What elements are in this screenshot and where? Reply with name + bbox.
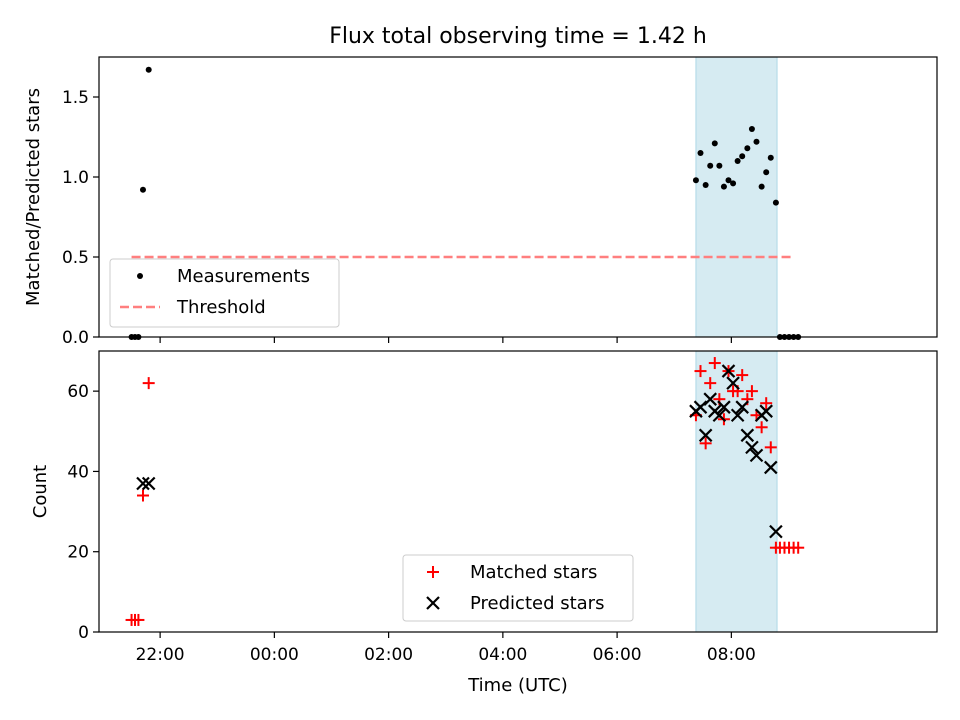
matched-stars-point — [760, 397, 773, 410]
count-marks — [125, 357, 805, 626]
y-tick-label: 0.5 — [62, 248, 89, 268]
y-tick-label: 60 — [67, 382, 89, 402]
predicted-stars-point — [759, 404, 773, 418]
legend-key — [426, 596, 440, 610]
predicted-stars-point — [141, 476, 156, 491]
ratio-panel: Flux total observing time = 1.42 h 0.00.… — [23, 24, 938, 348]
measurements-point — [145, 66, 152, 73]
predicted-stars-point — [735, 400, 749, 414]
legend-label: Threshold — [176, 297, 266, 318]
y-tick-label: 0.0 — [62, 328, 89, 348]
matched-stars-point — [792, 541, 805, 554]
observing-interval-shade — [695, 350, 778, 633]
matched-stars-point — [736, 369, 749, 382]
x-tick-label: 06:00 — [593, 645, 642, 665]
x-tick-label: 22:00 — [136, 645, 185, 665]
legend-box — [109, 258, 340, 328]
measurements-point — [707, 162, 714, 169]
measurements-point — [716, 162, 723, 169]
matched-stars-point — [699, 437, 712, 450]
matched-stars-point — [694, 365, 707, 378]
predicted-stars-point — [698, 428, 713, 443]
measurements-point — [730, 180, 737, 187]
predicted-stars-point — [703, 392, 717, 406]
legend-label: Measurements — [177, 266, 310, 287]
measurements-point — [720, 183, 727, 190]
measurements-point — [744, 145, 751, 152]
count-legend: Matched stars Predicted stars — [402, 554, 634, 622]
measurements-point — [702, 182, 709, 188]
ratio-legend: Measurements Threshold — [109, 258, 340, 328]
chart-title: Flux total observing time = 1.42 h — [329, 24, 707, 49]
predicted-stars-point — [740, 428, 755, 443]
measurements-point — [725, 177, 732, 184]
predicted-stars-point — [693, 400, 708, 414]
count-y-axis-label: Count — [30, 465, 51, 518]
matched-stars-point — [764, 441, 777, 454]
ratio-plot-frame — [98, 56, 938, 338]
measurements-point — [772, 199, 779, 206]
measurements-point — [711, 140, 718, 147]
predicted-stars-point — [721, 364, 736, 378]
count-x-ticks: 22:00 00:00 02:00 04:00 06:00 08:00 — [136, 632, 756, 665]
count-panel: 0 20 40 60 22:00 00:00 02:00 04:00 06:00 08:00 C… — [30, 350, 938, 696]
matched-stars-point — [132, 613, 145, 626]
x-tick-label: 02:00 — [364, 645, 413, 665]
measurements-point — [748, 126, 755, 132]
ratio-x-ticks — [159, 337, 732, 343]
predicted-stars-point — [717, 400, 731, 414]
measurements-point — [758, 183, 765, 190]
predicted-stars-point — [763, 460, 778, 475]
legend-label: Matched stars — [470, 562, 597, 583]
measurements-point — [763, 169, 770, 176]
count-plot-frame — [98, 350, 938, 633]
matched-stars-point — [136, 489, 149, 502]
measurements-point — [697, 150, 704, 156]
y-tick-label: 0 — [78, 623, 89, 643]
matched-stars-point — [755, 421, 768, 434]
predicted-stars-point — [769, 524, 783, 539]
predicted-stars-point — [730, 408, 745, 423]
count-y-ticks: 0 20 40 60 — [67, 382, 99, 643]
matched-stars-point — [745, 385, 758, 398]
observing-interval-shade — [695, 56, 778, 338]
x-tick-label: 08:00 — [707, 645, 756, 665]
predicted-stars-point — [745, 440, 759, 455]
measurements-point — [767, 154, 774, 161]
legend-key — [427, 566, 439, 578]
measurements-point — [739, 153, 746, 160]
legend-box — [402, 554, 634, 622]
x-axis-label: Time (UTC) — [467, 675, 568, 696]
measurements-point — [753, 138, 760, 145]
y-tick-label: 1.0 — [62, 168, 89, 188]
predicted-stars-point — [136, 476, 150, 491]
x-tick-label: 04:00 — [478, 645, 527, 665]
y-tick-label: 1.5 — [62, 88, 89, 108]
measurements-point — [139, 186, 146, 193]
legend-key — [137, 273, 143, 279]
matched-stars-point — [142, 377, 155, 390]
x-tick-label: 00:00 — [250, 645, 299, 665]
matched-stars-point — [708, 357, 721, 370]
measurements-point — [692, 177, 699, 184]
y-tick-label: 40 — [67, 462, 89, 482]
predicted-stars-point — [749, 448, 764, 463]
predicted-stars-point — [726, 376, 740, 390]
y-tick-label: 20 — [67, 543, 89, 563]
matched-stars-point — [704, 377, 717, 390]
legend-label: Predicted stars — [470, 593, 604, 614]
predicted-stars-point — [712, 408, 727, 423]
measurements-point — [734, 158, 741, 164]
ratio-y-ticks: 0.0 0.5 1.0 1.5 — [62, 88, 99, 348]
ratio-y-axis-label: Matched/Predicted stars — [23, 88, 44, 306]
